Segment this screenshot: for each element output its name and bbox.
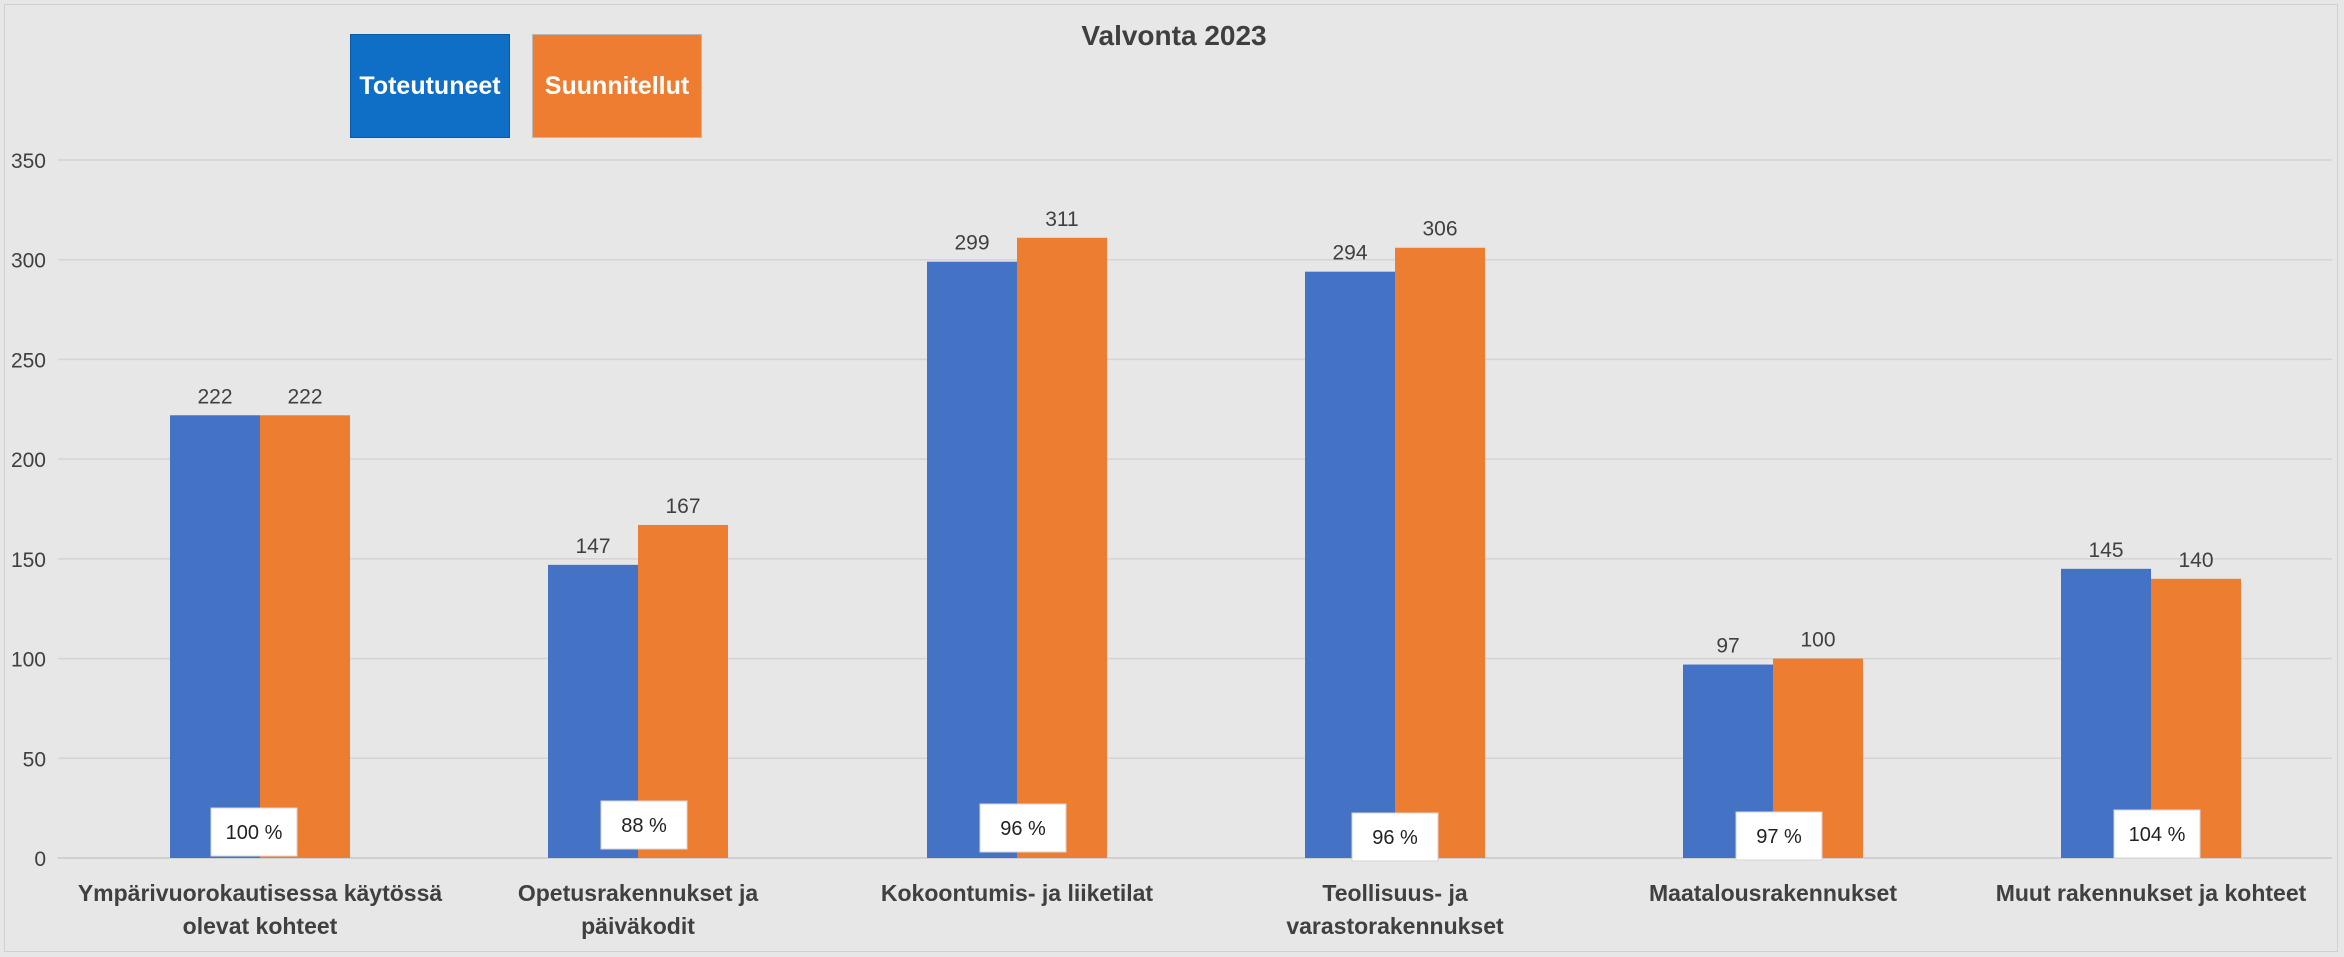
y-tick-label: 350 [11, 150, 46, 173]
chart-title: Valvonta 2023 [0, 20, 2344, 52]
data-label: 167 [665, 495, 700, 518]
data-label: 299 [954, 232, 989, 255]
x-tick-label: Muut rakennukset ja kohteet [1996, 880, 2307, 906]
y-tick-label: 0 [34, 848, 46, 871]
bar-toteutuneet [1305, 271, 1395, 858]
percent-label: 104 % [2129, 824, 2186, 846]
percent-box [2113, 809, 2201, 859]
data-label: 222 [197, 385, 232, 408]
y-tick-label: 250 [11, 349, 46, 372]
x-tick-label: Maatalousrakennukset [1649, 880, 1897, 906]
percent-box [1351, 812, 1439, 862]
percent-label: 96 % [1000, 818, 1046, 840]
data-label: 147 [575, 535, 610, 558]
percent-label: 96 % [1372, 827, 1418, 849]
percent-box [1735, 811, 1823, 861]
legend-item-suunnitellut[interactable]: Suunnitellut [532, 34, 702, 138]
x-tick-label: Opetusrakennukset ja [518, 880, 759, 906]
bar-toteutuneet [170, 415, 260, 858]
x-tick-label: Ympärivuorokautisessa käytössä [78, 880, 443, 906]
bar-toteutuneet [927, 261, 1017, 858]
bar-suunnitellut [1017, 237, 1107, 858]
data-label: 145 [2088, 539, 2123, 562]
x-tick-label: varastorakennukset [1286, 913, 1504, 939]
bar-suunnitellut [260, 415, 350, 858]
percent-box [210, 807, 298, 857]
data-label: 294 [1332, 242, 1367, 265]
percent-label: 100 % [226, 822, 283, 844]
bar-suunnitellut [1395, 247, 1485, 859]
data-label: 140 [2178, 549, 2213, 572]
y-tick-label: 100 [11, 649, 46, 672]
data-label: 97 [1716, 635, 1739, 658]
y-tick-label: 200 [11, 449, 46, 472]
percent-label: 88 % [621, 815, 667, 837]
legend-label-suunnitellut: Suunnitellut [544, 71, 690, 100]
x-tick-label: päiväkodit [581, 913, 695, 939]
chart-title-text: Valvonta 2023 [1081, 20, 1267, 51]
data-label: 222 [287, 385, 322, 408]
data-label: 306 [1422, 218, 1457, 241]
data-label: 100 [1800, 629, 1835, 652]
chart-frame [4, 4, 2338, 952]
legend-label-toteutuneet: Toteutuneet [359, 71, 501, 100]
percent-box [600, 800, 688, 850]
y-tick-label: 50 [23, 748, 46, 771]
x-tick-label: olevat kohteet [183, 913, 338, 939]
legend-item-toteutuneet[interactable]: Toteutuneet [350, 34, 510, 138]
percent-box [979, 803, 1067, 853]
y-tick-label: 150 [11, 549, 46, 572]
x-tick-label: Teollisuus- ja [1322, 880, 1467, 906]
y-tick-label: 300 [11, 250, 46, 273]
data-label: 311 [1045, 208, 1078, 231]
x-tick-label: Kokoontumis- ja liiketilat [881, 880, 1154, 906]
percent-label: 97 % [1756, 826, 1802, 848]
